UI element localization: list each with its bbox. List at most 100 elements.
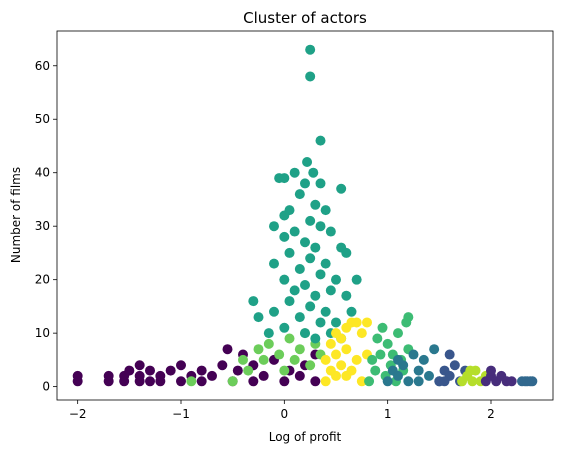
scatter-point-cluster-2-41	[284, 296, 295, 307]
scatter-point-cluster-2-54	[310, 333, 321, 344]
y-tick-label-5: 50	[35, 112, 50, 126]
scatter-point-cluster-2-51	[300, 328, 310, 339]
scatter-point-cluster-3-0	[320, 376, 331, 387]
scatter-point-cluster-0-1	[72, 370, 83, 381]
scatter-point-cluster-3-19	[341, 370, 352, 381]
scatter-point-cluster-0-10	[145, 376, 155, 387]
scatter-point-cluster-0-9	[134, 360, 145, 371]
scatter-point-cluster-2-18	[269, 221, 279, 232]
scatter-point-cluster-2-14	[320, 205, 331, 216]
scatter-point-cluster-2-17	[315, 221, 326, 232]
scatter-point-cluster-5-5	[408, 349, 419, 360]
scatter-point-cluster-2-53	[263, 328, 274, 339]
scatter-point-cluster-1-1	[227, 376, 238, 387]
scatter-point-cluster-2-4	[289, 167, 300, 178]
scatter-point-cluster-0-20	[207, 370, 217, 381]
scatter-point-cluster-3-7	[356, 328, 367, 339]
scatter-point-cluster-2-15	[279, 210, 290, 221]
scatter-point-cluster-0-11	[145, 365, 155, 376]
scatter-point-cluster-4-6	[393, 328, 403, 339]
y-tick-label-1: 10	[35, 326, 50, 340]
scatter-point-cluster-2-45	[269, 306, 279, 317]
scatter-point-cluster-1-6	[263, 338, 274, 349]
scatter-point-cluster-2-22	[300, 237, 310, 248]
scatter-point-cluster-2-10	[315, 178, 326, 189]
scatter-point-cluster-1-11	[294, 344, 305, 355]
y-tick-label-0: 0	[42, 380, 50, 394]
scatter-point-cluster-0-13	[155, 370, 166, 381]
scatter-point-cluster-2-35	[300, 280, 310, 291]
scatter-point-cluster-2-0	[305, 44, 316, 55]
scatter-point-cluster-2-7	[279, 173, 290, 184]
scatter-point-cluster-1-2	[238, 354, 248, 365]
scatter-point-cluster-0-22	[222, 344, 233, 355]
scatter-point-cluster-2-34	[351, 274, 362, 285]
scatter-point-cluster-2-43	[320, 306, 331, 317]
scatter-point-cluster-1-9	[284, 333, 295, 344]
scatter-point-cluster-2-16	[305, 215, 316, 226]
scatter-point-cluster-2-23	[310, 242, 321, 253]
scatter-point-cluster-2-28	[320, 258, 331, 269]
scatter-point-cluster-2-30	[294, 263, 305, 274]
y-tick-label-4: 40	[35, 166, 50, 180]
scatter-point-cluster-2-38	[310, 290, 321, 301]
x-tick-label-4: 2	[487, 407, 495, 421]
scatter-point-cluster-5-6	[413, 365, 424, 376]
scatter-point-cluster-2-42	[305, 301, 316, 312]
scatter-point-cluster-2-32	[331, 274, 341, 285]
scatter-point-cluster-1-4	[253, 344, 264, 355]
plot-frame	[56, 30, 554, 401]
scatter-point-cluster-2-1	[305, 71, 316, 82]
scatter-point-cluster-1-10	[289, 354, 300, 365]
chart-title: Cluster of actors	[243, 9, 367, 27]
scatter-point-cluster-2-20	[325, 226, 336, 237]
scatter-point-cluster-1-13	[305, 360, 316, 371]
scatter-point-cluster-4-3	[377, 322, 388, 333]
scatter-point-cluster-0-3	[103, 370, 114, 381]
scatter-point-cluster-4-9	[370, 365, 381, 376]
scatter-point-cluster-0-6	[124, 365, 135, 376]
scatter-point-cluster-5-7	[418, 354, 429, 365]
scatter-point-cluster-0-21	[217, 360, 228, 371]
scatter-point-cluster-1-0	[186, 376, 197, 387]
scatter-point-cluster-8-6	[486, 365, 496, 376]
scatter-point-cluster-2-3	[302, 157, 313, 168]
scatter-point-cluster-5-9	[429, 344, 440, 355]
scatter-point-cluster-3-9	[325, 338, 336, 349]
scatter-point-cluster-3-18	[331, 328, 341, 339]
scatter-point-cluster-5-0	[382, 376, 393, 387]
scatter-point-cluster-5-2	[393, 370, 403, 381]
y-tick-label-2: 20	[35, 273, 50, 287]
scatter-point-cluster-2-8	[300, 178, 310, 189]
x-tick-label-2: 0	[281, 407, 289, 421]
scatter-point-cluster-2-37	[289, 285, 300, 296]
scatter-point-cluster-2-25	[341, 247, 352, 258]
scatter-point-cluster-4-2	[372, 333, 383, 344]
scatter-point-cluster-0-24	[232, 365, 243, 376]
y-tick-label-3: 30	[35, 219, 50, 233]
scatter-point-cluster-2-29	[269, 258, 279, 269]
scatter-point-cluster-0-30	[279, 376, 290, 387]
scatter-point-cluster-2-2	[315, 135, 326, 146]
scatter-point-cluster-0-8	[134, 370, 145, 381]
x-tick-label-0: −2	[69, 407, 87, 421]
scatter-point-cluster-3-14	[351, 354, 362, 365]
scatter-point-cluster-1-5	[258, 354, 269, 365]
x-axis-label: Log of profit	[269, 430, 342, 444]
scatter-point-cluster-2-27	[305, 253, 316, 264]
scatter-point-cluster-0-32	[294, 370, 305, 381]
scatter-point-cluster-2-26	[284, 247, 295, 258]
scatter-point-cluster-2-46	[294, 312, 305, 323]
x-tick-label-1: −1	[172, 407, 190, 421]
scatter-point-cluster-4-1	[367, 354, 378, 365]
y-tick-label-6: 60	[35, 59, 50, 73]
scatter-point-cluster-3-17	[320, 354, 331, 365]
scatter-point-cluster-4-0	[364, 376, 375, 387]
scatter-point-cluster-7-6	[465, 365, 476, 376]
scatter-point-cluster-4-4	[382, 338, 393, 349]
scatter-point-cluster-9-4	[527, 376, 538, 387]
scatter-point-cluster-2-47	[315, 317, 326, 328]
scatter-point-cluster-1-7	[274, 349, 285, 360]
